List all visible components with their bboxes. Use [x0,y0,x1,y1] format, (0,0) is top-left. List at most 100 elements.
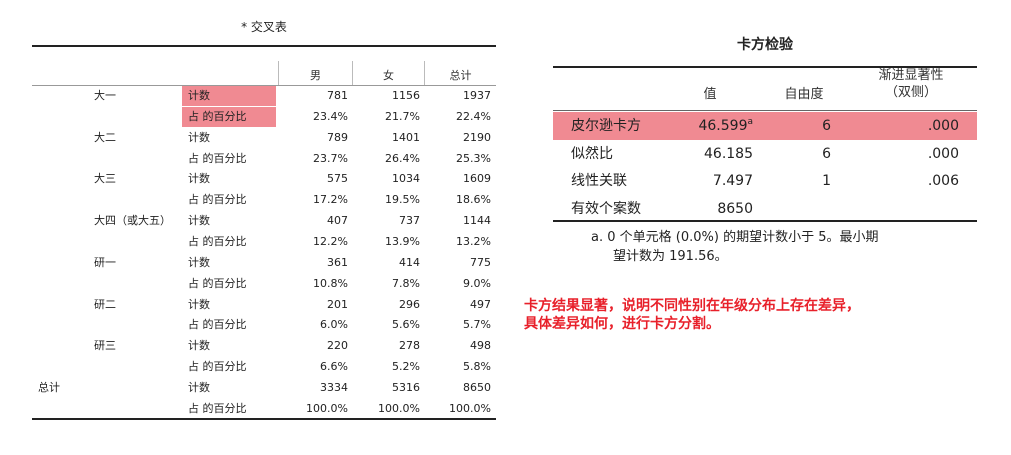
crosstab-value-cell: 25.3% [456,151,491,165]
crosstab-value-cell: 775 [470,255,491,269]
crosstab-stat-label: 计数 [188,130,210,144]
crosstab-row-group-label: 大一 [94,89,116,102]
chi-header-value: 值 [703,87,717,102]
crosstab-value-cell: 296 [399,297,420,311]
crosstab-value-cell: 13.9% [385,234,420,248]
crosstab-value-cell: 26.4% [385,151,420,165]
crosstab-value-cell: 7.8% [392,276,420,290]
chi-row-sig [853,195,959,223]
chi-square-footnote: a. 0 个单元格 (0.0%) 的期望计数小于 5。最小期 望计数为 191.… [591,228,971,266]
chi-row-value-text: 46.599 [698,118,748,134]
crosstab-value-cell: 407 [327,214,348,228]
crosstab-row-group-label: 大三 [94,172,116,186]
crosstab-value-cell: 1034 [392,172,420,186]
crosstab-value-cell: 22.4% [456,109,491,123]
chi-row-value-text: 8650 [717,200,753,217]
chi-row-df: 6 [822,118,831,134]
crosstab-value-cell: 781 [327,89,348,102]
chi-row-value: 8650 [643,195,753,223]
chi-row-label: 似然比 [571,145,613,162]
chi-square-bottom-rule [553,220,977,222]
chi-row-label: 有效个案数 [571,200,641,217]
crosstab-col-header-male: 男 [310,69,321,82]
chi-row-sig: .000 [927,118,959,134]
crosstab-top-rule [32,45,496,47]
chi-row-df: 1 [822,173,831,189]
crosstab-stat-label: 计数 [188,172,210,186]
crosstab-value-cell: 6.6% [320,360,348,374]
crosstab-bottom-rule [32,418,496,420]
analysis-note-line2: 具体差异如何，进行卡方分割。 [524,316,720,332]
crosstab-value-cell: 5.2% [392,360,420,374]
crosstab-value-cell: 1609 [463,172,491,186]
crosstab-value-cell: 575 [327,172,348,186]
crosstab-stat-label: 计数 [188,380,210,394]
chi-footnote-marker: a [747,117,753,127]
crosstab-value-cell: 18.6% [456,193,491,207]
crosstab-value-cell: 1401 [392,130,420,144]
crosstab-value-cell: 17.2% [313,193,348,207]
crosstab-value-cell: 3334 [320,380,348,394]
chi-row-label: 线性关联 [571,173,627,189]
crosstab-value-cell: 414 [399,255,420,269]
chi-footnote-line2: 望计数为 191.56。 [613,249,728,264]
crosstab-stat-label: 计数 [188,339,210,353]
crosstab-total-label: 总计 [38,380,60,394]
crosstab-value-cell: 19.5% [385,193,420,207]
crosstab-stat-label: 计数 [182,86,276,106]
crosstab-value-cell: 2190 [463,130,491,144]
crosstab-row-group-label: 研一 [94,255,116,269]
chi-header-df: 自由度 [784,87,824,102]
chi-square-top-rule [553,66,977,68]
crosstab-value-cell: 12.2% [313,234,348,248]
chi-row-df: 6 [822,145,831,162]
crosstab-value-cell: 201 [327,297,348,311]
chi-square-highlight [553,112,977,140]
crosstab-value-cell: 5.7% [463,318,491,332]
crosstab-value-cell: 100.0% [306,401,348,415]
crosstab-value-cell: 6.0% [320,318,348,332]
crosstab-stat-label: 占 的百分比 [188,318,247,332]
crosstab-value-cell: 278 [399,339,420,353]
crosstab-stat-label: 计数 [188,255,210,269]
chi-square-title: 卡方检验 [737,37,793,53]
chi-row-label: 皮尔逊卡方 [571,118,641,134]
crosstab-stat-label: 占 的百分比 [188,401,247,415]
crosstab-value-cell: 9.0% [463,276,491,290]
chi-row-df [753,195,831,223]
chi-header-sig: 渐进显著性 （双侧） [853,67,969,101]
crosstab-value-cell: 10.8% [313,276,348,290]
crosstab-header-divider [424,61,425,86]
crosstab-row-group-label: 研三 [94,339,116,353]
chi-square-header-rule [553,110,977,111]
crosstab-row-group-label: 大四（或大五） [94,214,171,228]
crosstab-stat-label: 占 的百分比 [188,151,247,165]
crosstab-value-cell: 497 [470,297,491,311]
crosstab-value-cell: 789 [327,130,348,144]
crosstab-title: * 交叉表 [241,20,287,34]
chi-row-sig: .006 [927,173,959,189]
crosstab-header-divider [278,61,279,86]
chi-row-value-text: 46.185 [704,145,753,162]
crosstab-value-cell: 1937 [463,89,491,102]
chi-row-sig: .000 [927,145,959,162]
analysis-note: 卡方结果显著，说明不同性别在年级分布上存在差异， 具体差异如何，进行卡方分割。 [524,297,1004,333]
crosstab-value-cell: 220 [327,339,348,353]
crosstab-value-cell: 100.0% [449,401,491,415]
chi-footnote-line1: a. 0 个单元格 (0.0%) 的期望计数小于 5。最小期 [591,230,879,245]
crosstab-value-cell: 1156 [392,89,420,102]
crosstab-row-group-label: 大二 [94,130,116,144]
analysis-note-line1: 卡方结果显著，说明不同性别在年级分布上存在差异， [524,298,860,314]
chi-row-value: 46.185 [643,140,753,168]
crosstab-value-cell: 8650 [463,380,491,394]
crosstab-col-header-total: 总计 [449,69,472,82]
crosstab-value-cell: 1144 [463,214,491,228]
crosstab-stat-label: 计数 [188,214,210,228]
crosstab-value-cell: 13.2% [456,234,491,248]
crosstab-value-cell: 23.7% [313,151,348,165]
chi-header-sig-line2: （双侧） [884,85,937,100]
chi-header-sig-line1: 渐进显著性 [878,68,944,83]
crosstab-value-cell: 737 [399,214,420,228]
crosstab-col-header-female: 女 [383,69,394,82]
crosstab-stat-label: 占 的百分比 [188,360,247,374]
